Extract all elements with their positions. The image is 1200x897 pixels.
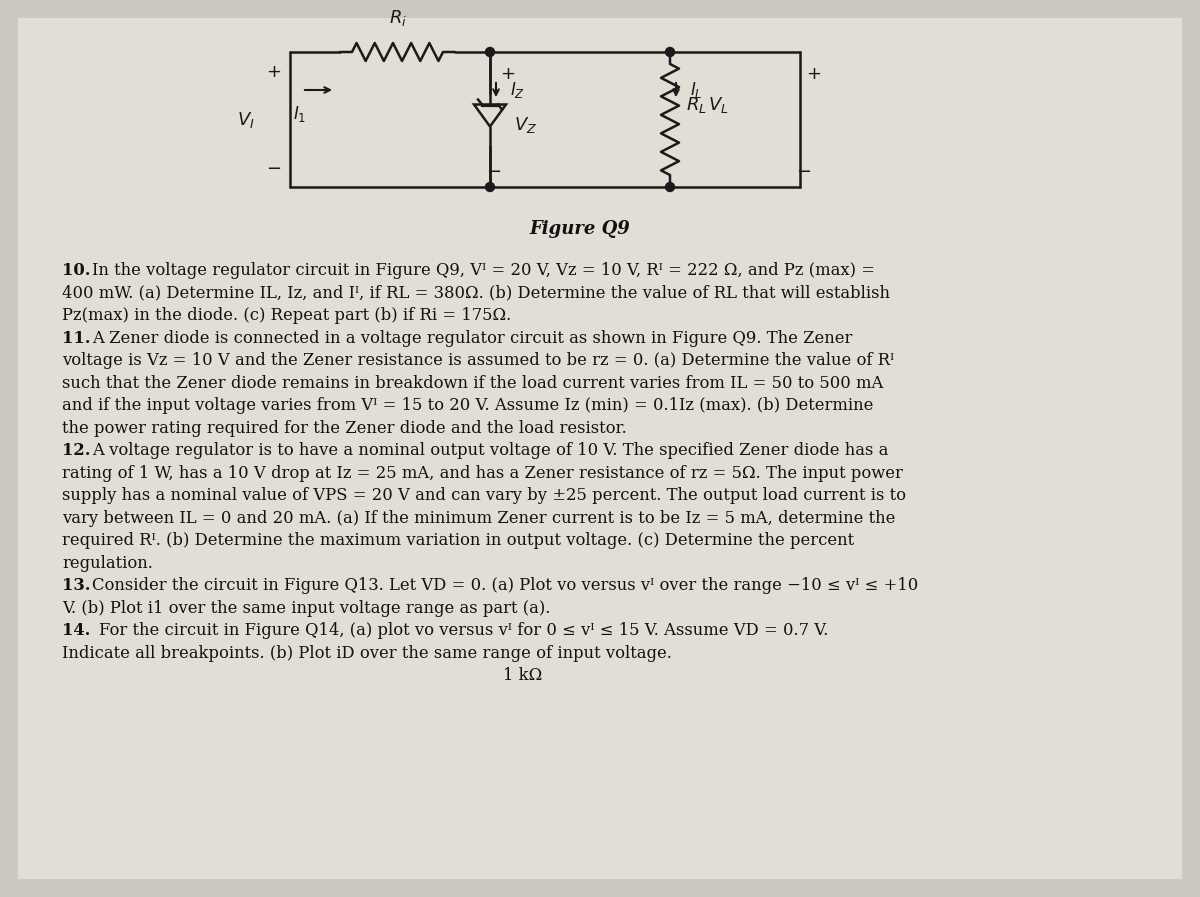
Text: regulation.: regulation. bbox=[62, 554, 152, 571]
Text: +: + bbox=[266, 63, 282, 81]
Text: 1 kΩ: 1 kΩ bbox=[62, 667, 542, 684]
Text: +: + bbox=[500, 65, 516, 83]
Text: voltage is Vz = 10 V and the Zener resistance is assumed to be rz = 0. (a) Deter: voltage is Vz = 10 V and the Zener resis… bbox=[62, 352, 894, 369]
Text: supply has a nominal value of VPS = 20 V and can vary by ±25 percent. The output: supply has a nominal value of VPS = 20 V… bbox=[62, 487, 906, 504]
Text: V. (b) Plot i1 over the same input voltage range as part (a).: V. (b) Plot i1 over the same input volta… bbox=[62, 599, 551, 616]
Text: $R_L$: $R_L$ bbox=[686, 94, 707, 115]
Text: $V_L$: $V_L$ bbox=[708, 94, 728, 115]
Circle shape bbox=[486, 48, 494, 57]
Text: −: − bbox=[797, 163, 811, 181]
Text: such that the Zener diode remains in breakdown if the load current varies from I: such that the Zener diode remains in bre… bbox=[62, 375, 883, 391]
Circle shape bbox=[666, 182, 674, 191]
Text: 11.: 11. bbox=[62, 329, 96, 346]
Text: A voltage regulator is to have a nominal output voltage of 10 V. The specified Z: A voltage regulator is to have a nominal… bbox=[91, 442, 888, 459]
Text: the power rating required for the Zener diode and the load resistor.: the power rating required for the Zener … bbox=[62, 420, 626, 437]
Text: 10.: 10. bbox=[62, 262, 96, 279]
Text: vary between IL = 0 and 20 mA. (a) If the minimum Zener current is to be Iz = 5 : vary between IL = 0 and 20 mA. (a) If th… bbox=[62, 509, 895, 527]
Text: required Rᴵ. (b) Determine the maximum variation in output voltage. (c) Determin: required Rᴵ. (b) Determine the maximum v… bbox=[62, 532, 854, 549]
Text: 14.: 14. bbox=[62, 622, 102, 639]
Text: and if the input voltage varies from Vᴵ = 15 to 20 V. Assume Iz (min) = 0.1Iz (m: and if the input voltage varies from Vᴵ … bbox=[62, 397, 874, 414]
Text: +: + bbox=[806, 65, 822, 83]
Text: In the voltage regulator circuit in Figure Q9, Vᴵ = 20 V, Vz = 10 V, Rᴵ = 222 Ω,: In the voltage regulator circuit in Figu… bbox=[91, 262, 875, 279]
FancyBboxPatch shape bbox=[18, 18, 1182, 879]
Text: $I_L$: $I_L$ bbox=[690, 80, 703, 100]
Text: $R_i$: $R_i$ bbox=[389, 8, 407, 28]
Text: Figure Q9: Figure Q9 bbox=[529, 220, 630, 238]
Circle shape bbox=[486, 182, 494, 191]
Text: Indicate all breakpoints. (b) Plot iD over the same range of input voltage.: Indicate all breakpoints. (b) Plot iD ov… bbox=[62, 645, 672, 661]
Text: For the circuit in Figure Q14, (a) plot vo versus vᴵ for 0 ≤ vᴵ ≤ 15 V. Assume V: For the circuit in Figure Q14, (a) plot … bbox=[98, 622, 828, 639]
Text: $V_Z$: $V_Z$ bbox=[514, 115, 538, 135]
Text: Consider the circuit in Figure Q13. Let VD = 0. (a) Plot vo versus vᴵ over the r: Consider the circuit in Figure Q13. Let … bbox=[91, 577, 918, 594]
Text: $I_Z$: $I_Z$ bbox=[510, 80, 526, 100]
Text: Pz(max) in the diode. (c) Repeat part (b) if Ri = 175Ω.: Pz(max) in the diode. (c) Repeat part (b… bbox=[62, 307, 511, 324]
Text: $I_1$: $I_1$ bbox=[293, 104, 307, 124]
Circle shape bbox=[666, 48, 674, 57]
Text: $V_I$: $V_I$ bbox=[238, 109, 256, 129]
Text: 12.: 12. bbox=[62, 442, 96, 459]
Text: A Zener diode is connected in a voltage regulator circuit as shown in Figure Q9.: A Zener diode is connected in a voltage … bbox=[91, 329, 852, 346]
Text: −: − bbox=[266, 160, 282, 178]
Text: −: − bbox=[486, 163, 502, 181]
Text: rating of 1 W, has a 10 V drop at Iz = 25 mA, and has a Zener resistance of rz =: rating of 1 W, has a 10 V drop at Iz = 2… bbox=[62, 465, 902, 482]
Text: 13.: 13. bbox=[62, 577, 96, 594]
Text: 400 mW. (a) Determine IL, Iz, and Iᴵ, if RL = 380Ω. (b) Determine the value of R: 400 mW. (a) Determine IL, Iz, and Iᴵ, if… bbox=[62, 284, 890, 301]
